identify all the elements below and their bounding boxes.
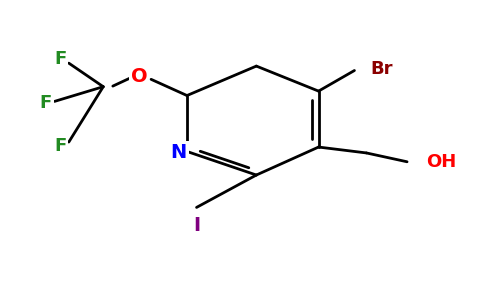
Text: F: F (54, 136, 66, 154)
Text: O: O (131, 67, 148, 86)
Text: F: F (40, 94, 52, 112)
Text: F: F (54, 50, 66, 68)
Text: I: I (193, 216, 200, 235)
Text: N: N (171, 142, 187, 162)
Text: OH: OH (426, 153, 456, 171)
Text: Br: Br (370, 60, 393, 78)
